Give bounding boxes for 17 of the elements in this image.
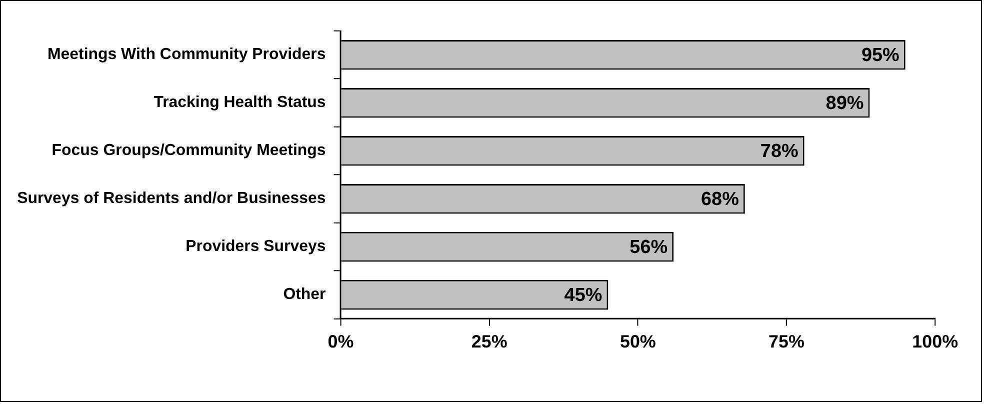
y-tick-label: Meetings With Community Providers: [47, 46, 326, 64]
y-tick-label: Surveys of Residents and/or Businesses: [17, 190, 326, 208]
data-label: 56%: [630, 237, 668, 258]
y-tick-label: Other: [283, 286, 326, 304]
data-label: 95%: [861, 45, 900, 66]
data-label: 89%: [826, 93, 864, 114]
x-tick-label: 0%: [328, 331, 354, 352]
y-tick-label: Providers Surveys: [186, 238, 326, 256]
x-tick-label: 50%: [620, 331, 656, 352]
x-tick-label: 75%: [768, 331, 805, 352]
y-tick-label: Focus Groups/Community Meetings: [52, 142, 326, 160]
x-tick-label: 25%: [471, 331, 508, 352]
data-label: 45%: [564, 285, 602, 306]
data-label: 78%: [760, 141, 799, 162]
x-tick-label: 100%: [912, 331, 958, 352]
y-tick-label: Tracking Health Status: [154, 94, 326, 112]
data-label: 68%: [700, 189, 740, 210]
